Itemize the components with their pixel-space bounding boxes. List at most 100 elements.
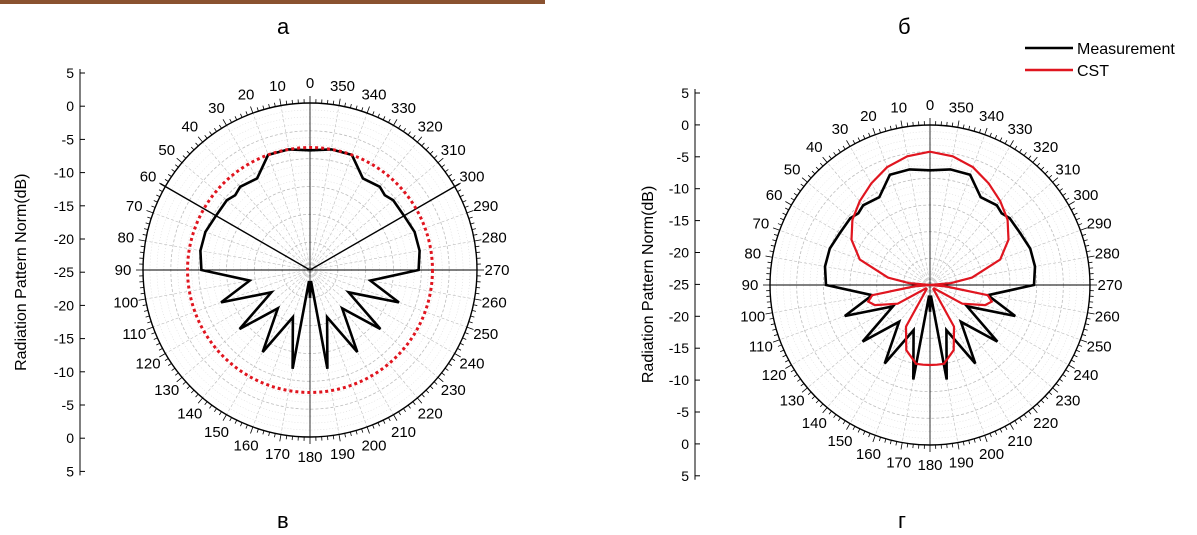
angle-tick — [146, 210, 154, 214]
angle-tick — [1004, 140, 1008, 144]
y-axis-label: Radiation Pattern Norm(dB) — [640, 186, 657, 383]
angle-tick — [846, 140, 851, 147]
angle-tick — [393, 414, 398, 421]
angle-tick — [361, 428, 364, 433]
angle-tick — [1032, 156, 1038, 163]
angle-tick — [350, 431, 352, 437]
angle-label: 60 — [140, 169, 157, 186]
angle-tick — [451, 179, 456, 182]
angle-tick — [772, 339, 780, 343]
radial-tick-label: 0 — [66, 98, 74, 114]
angle-label: 350 — [330, 78, 355, 95]
radial-tick-label: -10 — [669, 372, 689, 388]
grid-spoke — [929, 204, 1069, 286]
angle-tick — [872, 127, 876, 135]
angle-label: 0 — [306, 75, 314, 92]
angle-tick — [906, 443, 909, 448]
angle-tick — [837, 417, 841, 422]
angle-tick — [767, 261, 772, 264]
angle-tick — [989, 132, 992, 137]
angle-tick — [171, 169, 176, 173]
grid-spoke — [929, 229, 1081, 286]
angle-label: 50 — [158, 142, 175, 159]
grid-spoke — [807, 181, 931, 286]
angle-tick — [433, 381, 438, 385]
angle-tick — [979, 437, 982, 442]
angle-label: 90 — [115, 262, 132, 279]
angle-label: 140 — [177, 405, 202, 422]
grid-spoke — [309, 141, 418, 271]
angle-label: 40 — [181, 119, 198, 136]
angle-tick — [1048, 391, 1053, 396]
angle-tick — [219, 411, 222, 416]
angle-tick — [372, 424, 375, 429]
angle-tick — [366, 426, 370, 434]
angle-tick — [1080, 339, 1088, 343]
angle-label: 70 — [126, 198, 143, 215]
angle-tick — [819, 403, 824, 408]
angle-tick — [222, 119, 227, 126]
angle-label: 310 — [441, 142, 466, 159]
angle-tick — [1059, 188, 1063, 192]
angle-tick — [473, 234, 478, 236]
radial-tick-label: -5 — [677, 149, 690, 165]
angle-tick — [250, 426, 254, 434]
angle-tick — [807, 174, 812, 179]
angle-tick — [1014, 145, 1018, 150]
angle-tick — [474, 239, 482, 242]
radial-tick-label: -20 — [669, 308, 689, 324]
angle-tick — [437, 157, 444, 163]
angle-tick — [842, 420, 846, 425]
grid-spoke — [309, 112, 368, 271]
angle-tick — [1052, 177, 1059, 183]
grid-spoke — [165, 269, 311, 354]
angle-tick — [153, 337, 158, 340]
angle-tick — [285, 435, 288, 440]
radial-tick-label: -10 — [54, 165, 74, 181]
angle-tick — [822, 407, 828, 414]
angle-tick — [793, 374, 798, 378]
panel-label-a: а — [277, 14, 290, 39]
angle-tick — [451, 358, 456, 361]
angle-tick — [790, 197, 795, 201]
angle-tick — [1086, 317, 1091, 320]
angle-tick — [182, 381, 187, 385]
angle-tick — [475, 245, 480, 248]
grid-spoke — [929, 146, 1011, 286]
grid-spoke — [181, 269, 311, 378]
angle-tick — [403, 408, 406, 412]
angle-label: 220 — [1033, 415, 1058, 432]
grid-spoke — [226, 125, 311, 271]
angle-tick — [195, 142, 199, 147]
angle-tick — [1071, 207, 1075, 211]
y-axis-label: Radiation Pattern Norm(dB) — [13, 173, 30, 370]
angle-tick — [462, 200, 467, 203]
angle-tick — [1076, 349, 1080, 353]
angle-tick — [1068, 201, 1075, 206]
angle-tick — [145, 222, 150, 225]
grid-spoke — [309, 269, 394, 415]
angle-tick — [464, 332, 469, 335]
angle-tick — [1028, 410, 1032, 415]
angle-tick — [146, 326, 154, 330]
angle-tick — [156, 194, 161, 198]
angle-label: 30 — [832, 121, 849, 138]
grid-spoke — [779, 229, 931, 286]
angle-tick — [819, 162, 824, 167]
grid-spoke — [309, 269, 468, 328]
angle-tick — [1080, 227, 1088, 231]
angle-tick — [145, 315, 150, 318]
angle-tick — [1023, 414, 1027, 418]
angle-tick — [1083, 328, 1088, 331]
angle-tick — [350, 103, 352, 109]
angle-tick — [962, 124, 965, 129]
angle-tick — [412, 401, 416, 405]
angle-tick — [344, 102, 346, 107]
angle-tick — [895, 124, 898, 129]
angle-tick — [1062, 374, 1067, 378]
angle-tick — [468, 321, 473, 324]
angle-tick — [842, 145, 846, 150]
angle-tick — [833, 152, 837, 156]
grid-spoke — [309, 269, 455, 354]
angle-tick — [382, 116, 386, 121]
